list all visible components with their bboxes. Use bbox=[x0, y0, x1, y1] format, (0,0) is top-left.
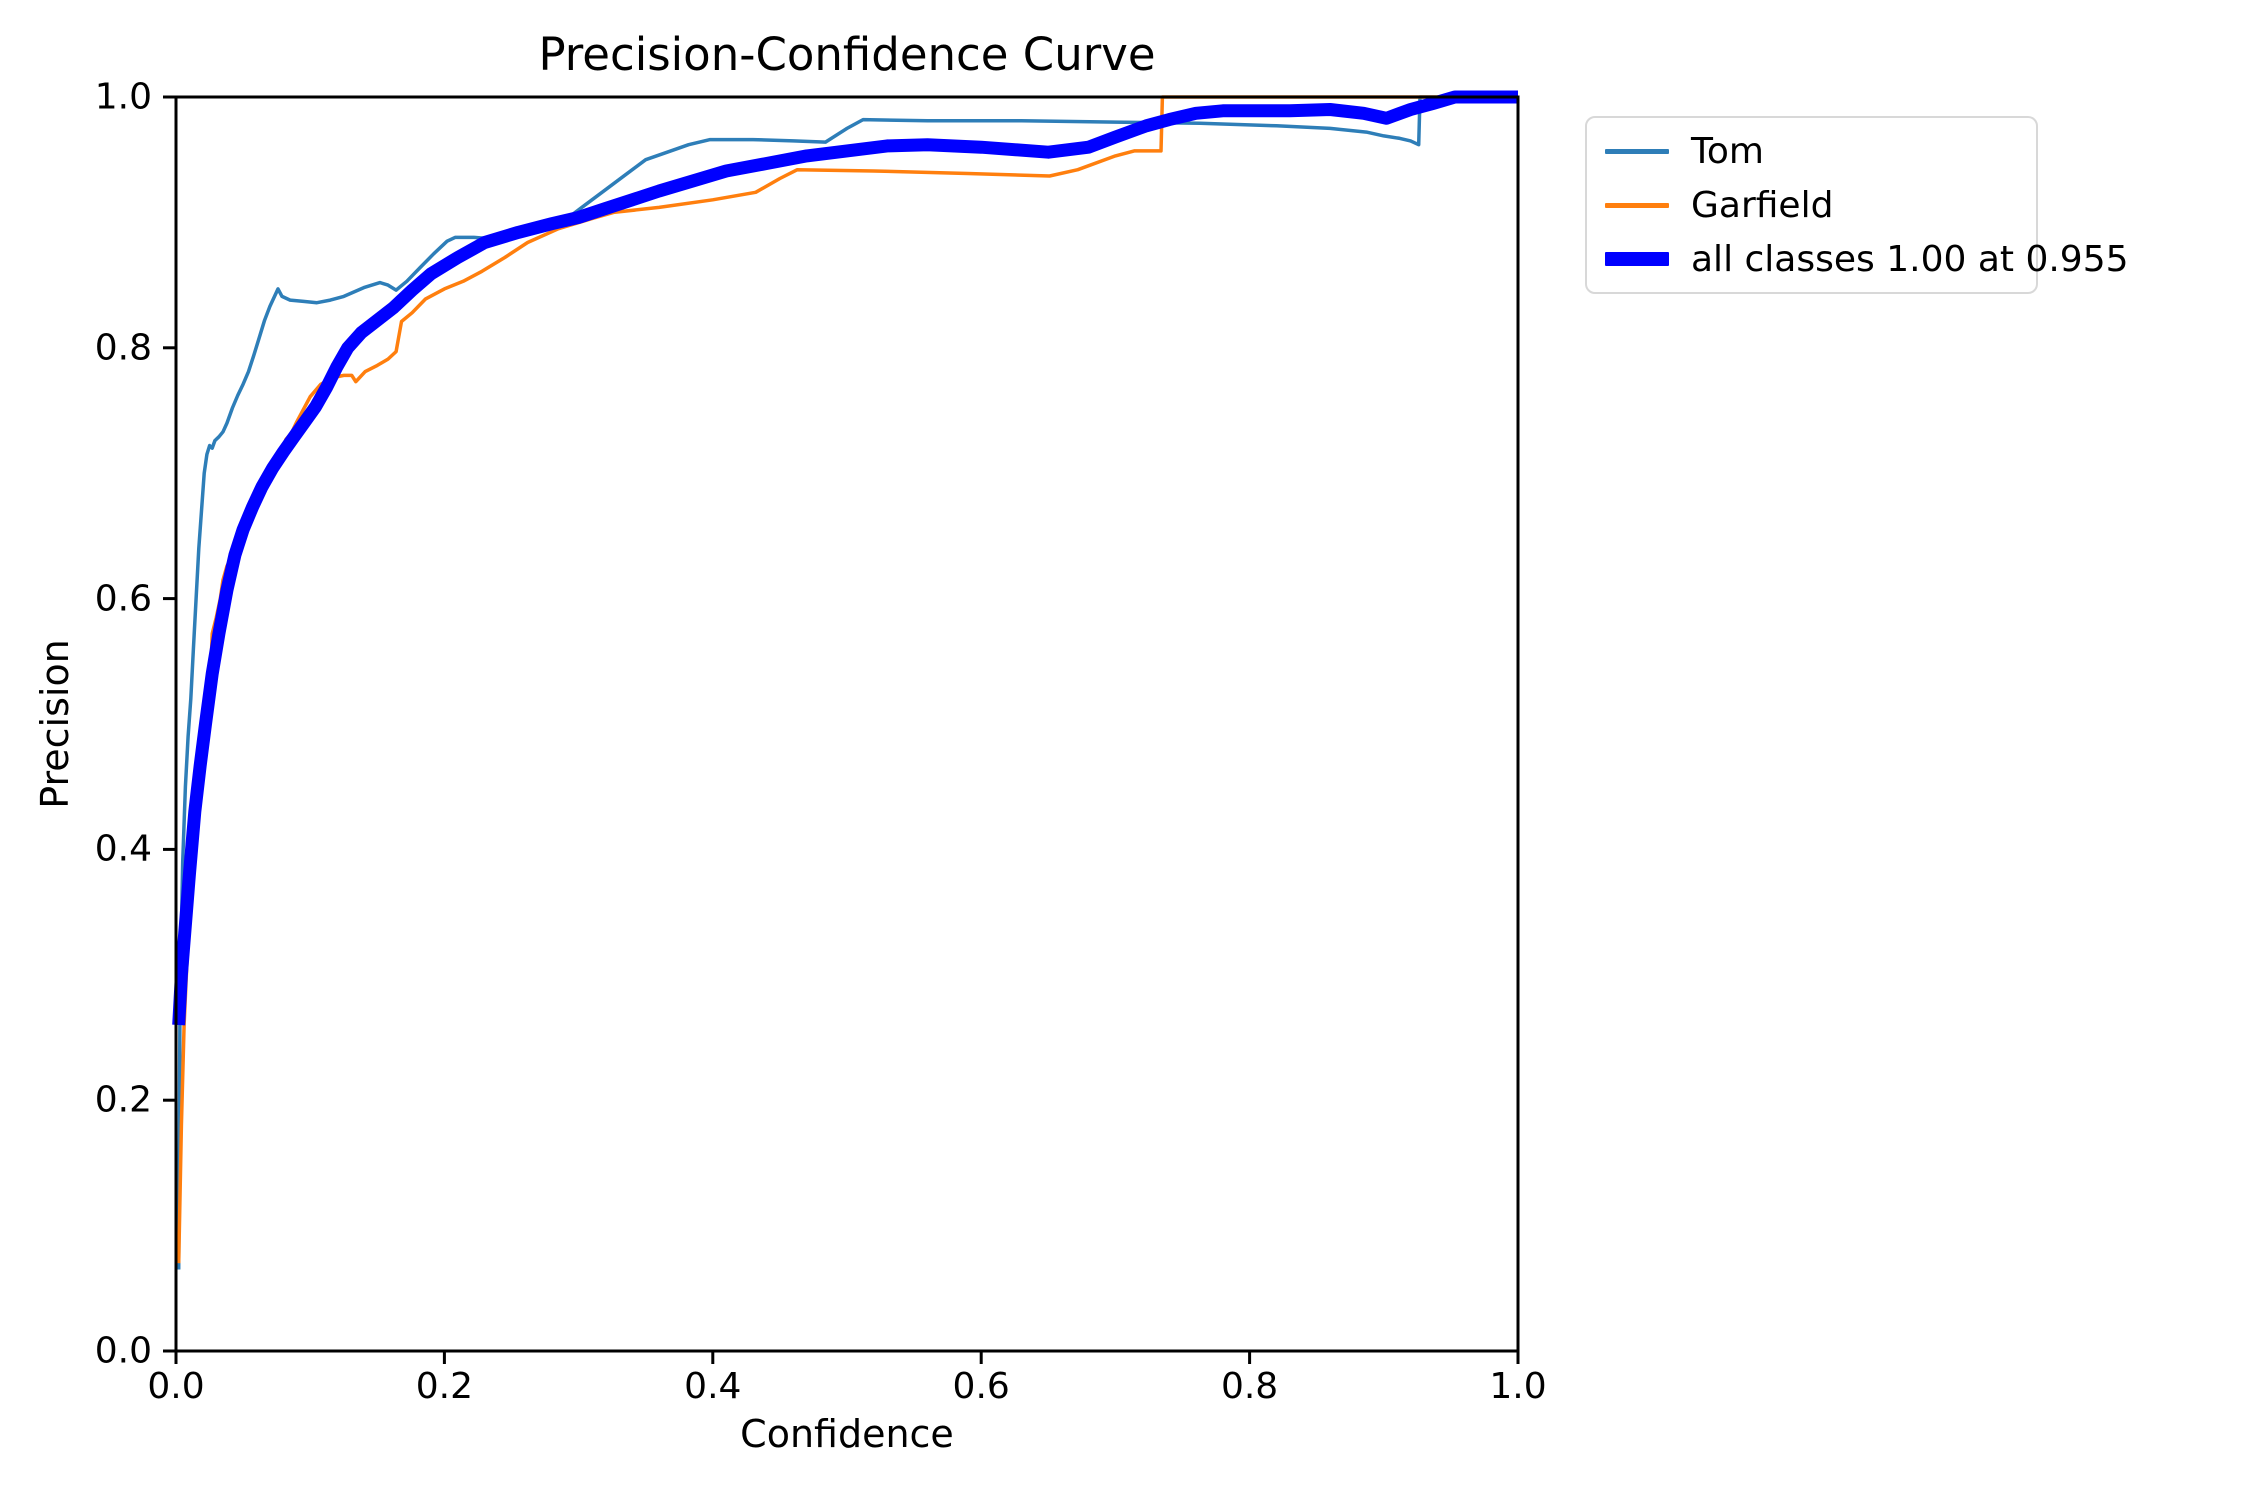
x-axis-label: Confidence bbox=[740, 1412, 954, 1456]
x-tick-label: 0.8 bbox=[1220, 1366, 1279, 1407]
series-line-0 bbox=[176, 95, 1518, 1270]
legend-line-swatch bbox=[1605, 202, 1669, 208]
legend-label: Garfield bbox=[1691, 184, 1834, 226]
legend-item-2: all classes 1.00 at 0.955 bbox=[1601, 239, 2129, 280]
y-tick-label: 0.6 bbox=[94, 578, 152, 620]
legend-line-swatch bbox=[1605, 252, 1669, 266]
y-tick-label: 0.2 bbox=[94, 1079, 152, 1121]
legend-label: all classes 1.00 at 0.955 bbox=[1691, 238, 2129, 280]
series-line-1 bbox=[176, 95, 1518, 1264]
y-tick-label: 1.0 bbox=[94, 76, 152, 118]
x-tick-label: 0.2 bbox=[415, 1366, 474, 1407]
legend: Tom Garfield all classes 1.00 at 0.955 bbox=[1585, 116, 2129, 294]
chart-title: Precision-Confidence Curve bbox=[538, 28, 1156, 81]
legend-item-1: Garfield bbox=[1601, 185, 2022, 226]
y-tick-label: 0.4 bbox=[94, 828, 152, 870]
legend-line-swatch bbox=[1605, 148, 1669, 154]
x-tick-label: 0.6 bbox=[952, 1366, 1010, 1407]
x-tick-label: 0.0 bbox=[147, 1366, 205, 1407]
series-line-2 bbox=[172, 90, 1518, 1026]
y-tick-label: 0.8 bbox=[94, 327, 152, 369]
axes-spines bbox=[174, 95, 1520, 1353]
y-tick-label: 0.0 bbox=[94, 1330, 152, 1372]
x-tick-label: 1.0 bbox=[1489, 1366, 1547, 1407]
legend-item-0: Tom bbox=[1601, 131, 2022, 172]
legend-label: Tom bbox=[1691, 130, 1764, 172]
x-tick-label: 0.4 bbox=[684, 1366, 742, 1407]
